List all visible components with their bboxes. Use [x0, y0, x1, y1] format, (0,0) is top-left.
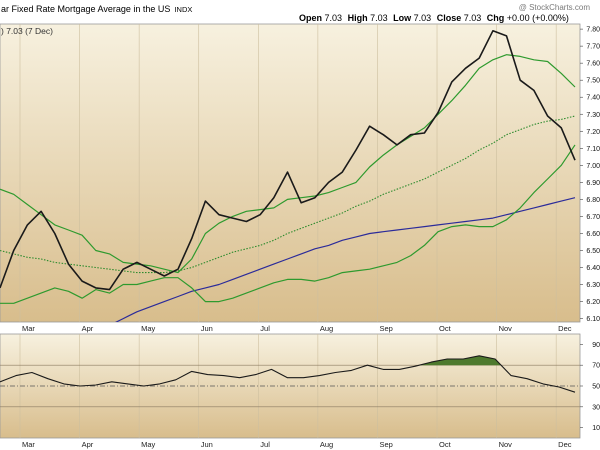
y-tick-label: 6.20	[586, 299, 600, 306]
y-tick-label: 90	[592, 342, 600, 349]
x-tick-label: Jul	[260, 440, 270, 449]
y-tick-label: 7.20	[586, 129, 600, 136]
watermark: @ StockCharts.com	[518, 3, 590, 12]
x-tick-label: Sep	[379, 440, 392, 449]
ohlc-readout: Open 7.03 High 7.03 Low 7.03 Close 7.03 …	[299, 13, 569, 23]
price-legend: ) 7.03 (7 Dec)	[1, 26, 53, 36]
x-tick-label: Sep	[379, 324, 392, 333]
y-tick-label: 7.30	[586, 112, 600, 119]
series-line-ma_short	[0, 144, 576, 304]
close-value: 7.03	[463, 13, 482, 23]
y-tick-label: 7.40	[586, 95, 600, 102]
high-label: High	[347, 13, 368, 23]
y-tick-label: 6.30	[586, 282, 600, 289]
x-tick-label: Jun	[201, 440, 213, 449]
series-line-price	[0, 30, 576, 291]
x-tick-label: Mar	[22, 440, 35, 449]
open-label: Open	[299, 13, 323, 23]
y-tick-label: 6.90	[586, 180, 600, 187]
rsi-overbought-fill	[419, 355, 502, 366]
x-tick-label: Jun	[201, 324, 213, 333]
x-tick-label: Aug	[320, 440, 333, 449]
y-tick-label: 70	[592, 363, 600, 370]
y-tick-label: 7.50	[586, 78, 600, 85]
x-tick-label: Apr	[82, 440, 94, 449]
y-tick-label: 6.60	[586, 231, 600, 238]
y-tick-label: 6.70	[586, 214, 600, 221]
y-tick-label: 7.80	[586, 27, 600, 34]
x-tick-label: Mar	[22, 324, 35, 333]
chg-label: Chg	[486, 13, 505, 23]
chart-title: ar Fixed Rate Mortgage Average in the US…	[1, 4, 192, 14]
x-tick-label: May	[141, 440, 155, 449]
y-tick-label: 6.40	[586, 265, 600, 272]
y-tick-label: 30	[592, 404, 600, 411]
x-tick-label: Oct	[439, 440, 452, 449]
high-value: 7.03	[370, 13, 388, 23]
x-tick-label: Aug	[320, 324, 333, 333]
rsi-line	[0, 355, 576, 393]
y-tick-label: 6.50	[586, 248, 600, 255]
series-line-ma_dotted	[0, 115, 576, 274]
price-panel	[0, 23, 581, 323]
chg-value: +0.00 (+0.00%)	[506, 13, 569, 23]
x-tick-label: Nov	[499, 440, 513, 449]
x-tick-label: Dec	[558, 440, 572, 449]
y-tick-label: 7.70	[586, 44, 600, 51]
low-label: Low	[393, 13, 412, 23]
y-tick-label: 7.00	[586, 163, 600, 170]
y-tick-label: 7.60	[586, 61, 600, 68]
x-tick-label: May	[141, 324, 155, 333]
chart-title-text: ar Fixed Rate Mortgage Average in the US	[1, 4, 171, 14]
y-tick-label: 10	[592, 425, 600, 432]
x-tick-label: Oct	[439, 324, 452, 333]
y-tick-label: 6.80	[586, 197, 600, 204]
x-tick-label: Apr	[82, 324, 94, 333]
open-value: 7.03	[324, 13, 343, 23]
y-tick-label: 6.10	[586, 316, 600, 323]
x-tick-label: Jul	[260, 324, 270, 333]
y-tick-label: 50	[592, 384, 600, 391]
source-tag: INDX	[174, 5, 193, 14]
series-line-ma_medium	[0, 54, 576, 274]
close-label: Close	[436, 13, 462, 23]
x-tick-label: Nov	[499, 324, 513, 333]
low-value: 7.03	[413, 13, 432, 23]
x-tick-label: Dec	[558, 324, 572, 333]
series-line-ma_long	[115, 197, 576, 322]
y-tick-label: 7.10	[586, 146, 600, 153]
